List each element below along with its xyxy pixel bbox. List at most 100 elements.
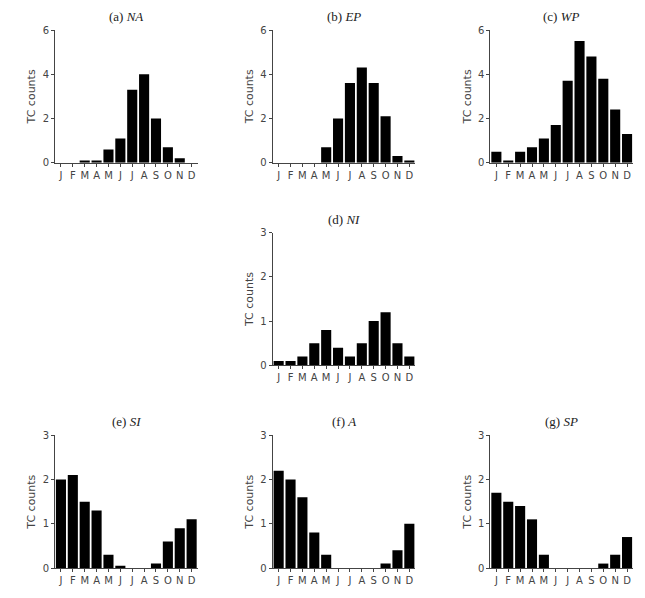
svg-text:J: J	[553, 170, 557, 181]
svg-text:TC counts: TC counts	[25, 474, 38, 529]
svg-text:O: O	[164, 575, 172, 586]
svg-text:M: M	[516, 575, 525, 586]
svg-text:M: M	[322, 170, 331, 181]
svg-text:J: J	[118, 575, 122, 586]
svg-text:0: 0	[478, 157, 484, 168]
svg-text:TC counts: TC counts	[461, 474, 474, 529]
svg-text:A: A	[358, 170, 365, 181]
svg-text:M: M	[298, 372, 307, 383]
svg-text:J: J	[118, 170, 122, 181]
svg-text:6: 6	[43, 25, 49, 36]
svg-text:F: F	[505, 170, 511, 181]
svg-text:O: O	[382, 575, 390, 586]
svg-text:M: M	[322, 372, 331, 383]
svg-text:(a) NA: (a) NA	[109, 9, 143, 24]
svg-text:J: J	[130, 575, 134, 586]
svg-text:1: 1	[260, 316, 266, 327]
svg-text:1: 1	[43, 518, 49, 529]
svg-text:2: 2	[478, 474, 484, 485]
svg-text:A: A	[576, 170, 583, 181]
svg-text:J: J	[565, 170, 569, 181]
svg-text:TC counts: TC counts	[461, 69, 474, 124]
svg-text:(c) WP: (c) WP	[543, 9, 580, 24]
svg-text:A: A	[576, 575, 583, 586]
svg-text:(b) EP: (b) EP	[327, 9, 361, 24]
svg-text:J: J	[494, 170, 498, 181]
svg-text:J: J	[276, 170, 280, 181]
svg-text:D: D	[405, 575, 413, 586]
svg-text:J: J	[276, 372, 280, 383]
svg-text:O: O	[599, 575, 607, 586]
svg-text:D: D	[405, 170, 413, 181]
svg-text:M: M	[104, 170, 113, 181]
svg-text:J: J	[336, 170, 340, 181]
svg-text:4: 4	[43, 69, 49, 80]
svg-text:2: 2	[260, 271, 266, 282]
svg-text:M: M	[540, 575, 549, 586]
svg-text:0: 0	[260, 563, 266, 574]
svg-text:J: J	[553, 575, 557, 586]
svg-text:M: M	[104, 575, 113, 586]
svg-text:0: 0	[43, 157, 49, 168]
svg-text:J: J	[336, 575, 340, 586]
svg-text:A: A	[529, 575, 536, 586]
svg-text:D: D	[405, 372, 413, 383]
svg-text:A: A	[311, 372, 318, 383]
svg-text:3: 3	[260, 227, 266, 238]
svg-text:N: N	[394, 170, 401, 181]
svg-text:0: 0	[43, 563, 49, 574]
svg-text:A: A	[311, 575, 318, 586]
svg-text:2: 2	[260, 474, 266, 485]
svg-text:A: A	[358, 575, 365, 586]
svg-text:TC counts: TC counts	[243, 474, 256, 529]
svg-text:2: 2	[478, 113, 484, 124]
svg-text:S: S	[588, 170, 594, 181]
svg-text:J: J	[58, 170, 62, 181]
svg-text:A: A	[93, 575, 100, 586]
svg-text:J: J	[58, 575, 62, 586]
svg-text:F: F	[70, 575, 76, 586]
svg-text:J: J	[130, 170, 134, 181]
svg-text:N: N	[176, 170, 183, 181]
svg-text:D: D	[188, 575, 196, 586]
svg-text:D: D	[623, 575, 631, 586]
svg-text:N: N	[611, 575, 618, 586]
svg-text:2: 2	[43, 474, 49, 485]
svg-text:O: O	[164, 170, 172, 181]
svg-text:O: O	[382, 170, 390, 181]
svg-text:M: M	[516, 170, 525, 181]
svg-text:J: J	[347, 170, 351, 181]
svg-text:J: J	[347, 372, 351, 383]
svg-text:F: F	[505, 575, 511, 586]
svg-text:(f) A: (f) A	[332, 414, 356, 429]
svg-text:4: 4	[478, 69, 484, 80]
svg-text:D: D	[623, 170, 631, 181]
svg-text:A: A	[358, 372, 365, 383]
svg-text:A: A	[311, 170, 318, 181]
svg-text:F: F	[288, 372, 294, 383]
svg-text:J: J	[494, 575, 498, 586]
svg-text:M: M	[298, 170, 307, 181]
svg-text:M: M	[298, 575, 307, 586]
svg-text:A: A	[93, 170, 100, 181]
svg-text:F: F	[70, 170, 76, 181]
svg-text:2: 2	[43, 113, 49, 124]
svg-text:F: F	[288, 170, 294, 181]
svg-text:J: J	[276, 575, 280, 586]
svg-text:F: F	[288, 575, 294, 586]
svg-text:N: N	[611, 170, 618, 181]
svg-text:A: A	[529, 170, 536, 181]
svg-text:0: 0	[260, 360, 266, 371]
svg-text:(g) SP: (g) SP	[545, 414, 578, 429]
svg-text:3: 3	[478, 430, 484, 441]
svg-text:1: 1	[260, 518, 266, 529]
svg-text:(d) NI: (d) NI	[328, 212, 360, 227]
svg-text:S: S	[371, 170, 377, 181]
svg-text:D: D	[188, 170, 196, 181]
svg-text:TC counts: TC counts	[243, 69, 256, 124]
svg-text:TC counts: TC counts	[25, 69, 38, 124]
svg-text:3: 3	[43, 430, 49, 441]
svg-text:S: S	[371, 575, 377, 586]
svg-text:0: 0	[478, 563, 484, 574]
svg-text:S: S	[371, 372, 377, 383]
